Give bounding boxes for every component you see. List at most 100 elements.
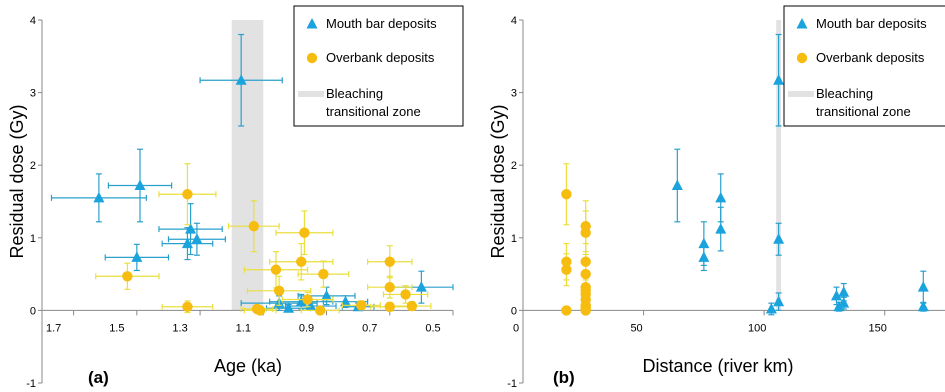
x-tick-label: 1.3 [172,322,187,334]
data-point-triangle [283,302,295,313]
data-point-circle [318,268,329,280]
data-point-circle [561,189,572,200]
data-point-triangle [917,300,929,312]
legend-box [783,5,945,127]
data-point-triangle [773,74,785,85]
legend-band-icon [298,91,324,97]
data-point-circle [315,305,326,316]
series-overbank [95,163,432,316]
data-point-triangle [305,300,317,311]
series-overbank [561,163,591,316]
data-point-triangle [185,223,197,234]
data-point-circle [561,305,572,316]
x-tick-label: 50 [630,322,642,334]
x-tick-label: 100 [748,322,766,334]
data-point-circle [384,281,395,293]
legend-label: Overbank deposits [326,50,435,65]
chart-panel-a: -1 0 1 2 3 4 1.7 1.5 1.3 1.1 0.9 0.7 0.5 Age (ka) Resi… [7,5,464,390]
data-point-triangle [415,281,427,292]
data-point-triangle [838,286,850,297]
legend-label: transitional zone [326,104,421,119]
data-point-triangle [340,295,352,307]
bleaching-zone-band [231,20,264,311]
data-point-triangle [235,74,247,85]
y-tick-label: 1 [511,233,517,245]
y-tick-label: 3 [30,88,36,100]
x-tick-label: 1.1 [236,322,251,334]
data-point-triangle [833,300,845,312]
legend-label: transitional zone [816,104,911,119]
legend-triangle-icon [306,18,318,29]
data-point-circle [248,220,260,232]
x-tick-label: 1.7 [46,322,61,334]
data-point-triangle [131,251,143,262]
legend-band-icon [788,91,814,97]
data-point-triangle [295,295,307,307]
data-point-triangle [773,233,785,244]
y-tick-label: 0 [30,305,36,317]
legend-circle-icon [796,52,808,64]
y-tick-label: 4 [511,15,517,27]
bleaching-zone-band [776,20,782,311]
data-point-circle [561,264,572,275]
legend-box [293,5,464,127]
data-point-circle [384,301,395,312]
data-point-circle [270,264,282,275]
data-point-circle [384,256,395,267]
x-tick-label: 0 [513,322,519,334]
data-point-triangle [321,289,333,301]
data-point-triangle [715,191,727,203]
data-point-circle [580,268,591,280]
y-tick-label: 1 [30,233,36,245]
data-point-triangle [698,251,710,262]
data-point-triangle [830,289,842,301]
x-tick-label: 0.9 [299,322,314,334]
data-point-triangle [671,179,683,191]
legend: Mouth bar deposits Overbank deposits Bleac… [293,5,464,127]
legend: Mouth bar deposits Overbank deposits Bleac… [783,5,945,127]
legend-label: Bleaching [326,86,383,101]
data-point-triangle [191,233,203,244]
data-point-circle [299,227,310,238]
panel-label: (a) [88,368,109,387]
data-point-circle [561,256,572,267]
legend-triangle-icon [796,18,808,29]
data-point-circle [406,300,418,312]
data-point-circle [296,256,307,267]
data-point-triangle [765,302,777,314]
data-point-triangle [917,281,929,292]
data-point-triangle [773,295,785,307]
y-tick-label: 4 [30,15,36,27]
data-point-circle [273,285,285,296]
data-point-circle [400,289,411,300]
x-tick-label: 150 [869,322,887,334]
y-axis-title: Residual dose (Gy) [488,104,508,258]
data-point-circle [182,189,193,200]
data-point-triangle [134,179,146,191]
data-point-triangle [715,223,727,234]
y-tick-label: -1 [26,378,36,390]
data-point-triangle [93,191,105,203]
legend-label: Mouth bar deposits [816,16,927,31]
chart-panel-b: -1 0 1 2 3 4 0 50 100 150 Distance (river km) Resid… [488,5,945,390]
series-mouth-bar [671,33,929,316]
x-axis-title: Age (ka) [214,356,282,376]
x-tick-label: 1.5 [109,322,124,334]
x-axis-title: Distance (river km) [642,356,793,376]
y-tick-label: 2 [511,160,517,172]
legend-circle-icon [306,52,318,64]
legend-label: Bleaching [816,86,873,101]
data-point-triangle [181,237,193,249]
y-tick-label: 3 [511,88,517,100]
data-point-circle [580,227,591,238]
y-tick-label: 2 [30,160,36,172]
panel-label: (b) [553,368,575,387]
data-point-triangle [698,237,710,249]
data-point-circle [122,271,133,282]
data-point-circle [182,301,193,312]
y-axis-title: Residual dose (Gy) [7,104,27,258]
x-tick-label: 0.5 [425,322,440,334]
legend-label: Mouth bar deposits [326,16,437,31]
data-point-circle [580,256,591,267]
